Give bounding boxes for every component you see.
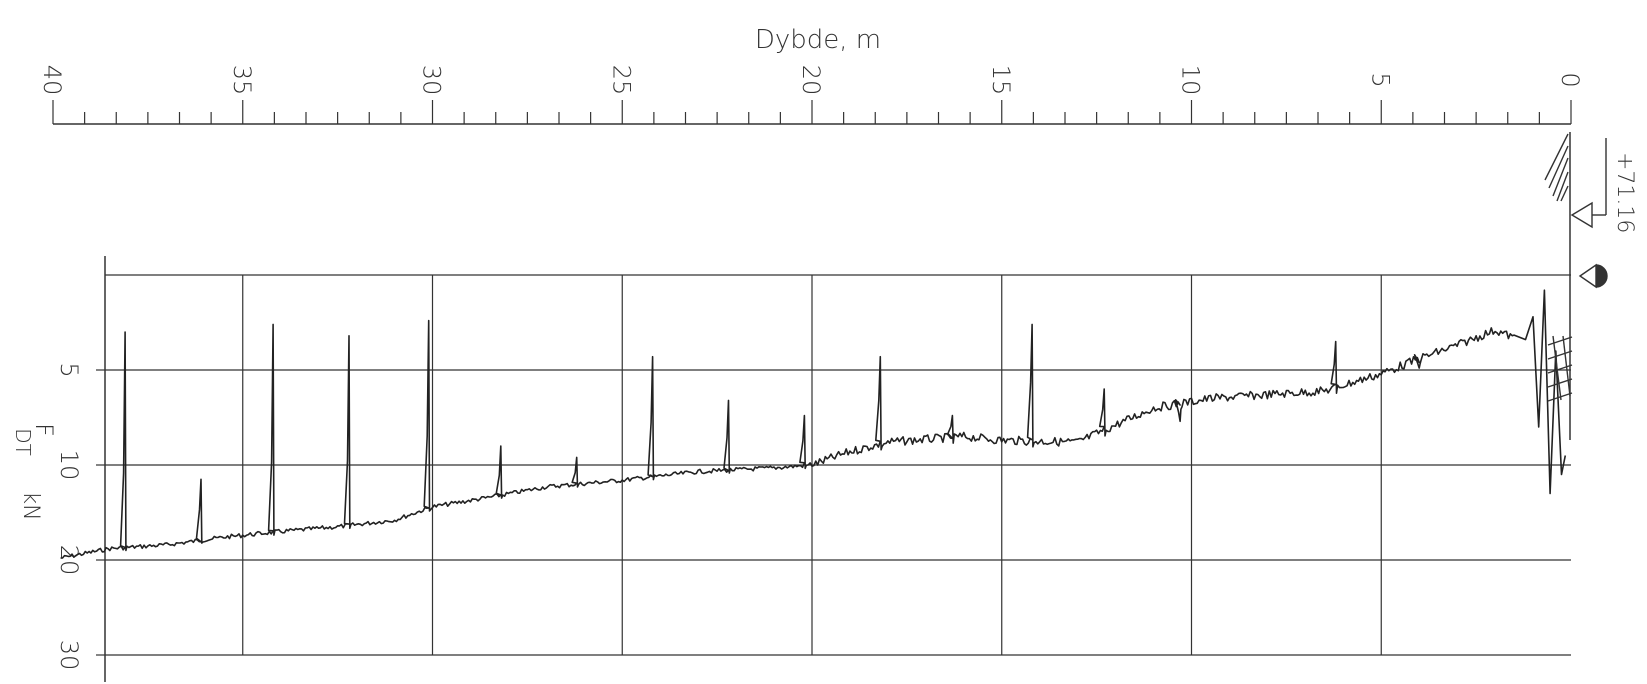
sounding-series: [60, 289, 1567, 559]
depth-axis: 40 35 30 25 20 15 10 5 0: [38, 65, 1584, 125]
y-tick-label: 30: [55, 640, 83, 671]
x-axis-title: Dybde, m: [755, 25, 881, 55]
rock-hatch-symbol: [1547, 335, 1573, 402]
x-tick-label: 20: [797, 65, 825, 96]
y-axis-title-unit: kN: [18, 491, 43, 520]
groundwater-symbol: [1578, 263, 1608, 289]
x-tick-label: 0: [1556, 72, 1584, 87]
x-tick-label: 15: [987, 65, 1015, 96]
y-axis-title-main: F: [30, 423, 58, 437]
x-tick-label: 10: [1177, 65, 1205, 96]
grid: [104, 256, 1571, 682]
y-tick-label: 10: [55, 450, 83, 481]
elevation-label: +71.16: [1612, 152, 1637, 233]
x-tick-label: 5: [1366, 72, 1394, 87]
y-axis-title: F DT kN: [11, 423, 58, 521]
ground-surface-symbol: [1544, 132, 1571, 440]
x-tick-label: 25: [607, 65, 635, 96]
elevation-marker: +71.16: [1570, 138, 1637, 233]
y-tick-label: 20: [55, 545, 83, 576]
x-tick-label: 30: [418, 65, 446, 96]
x-tick-label: 35: [228, 65, 256, 96]
sounding-curve: [60, 289, 1567, 559]
force-axis: 5 10 20 30: [55, 362, 105, 670]
y-tick-label: 5: [55, 362, 83, 377]
x-tick-label: 40: [38, 65, 66, 96]
y-axis-title-sub: DT: [11, 428, 35, 456]
